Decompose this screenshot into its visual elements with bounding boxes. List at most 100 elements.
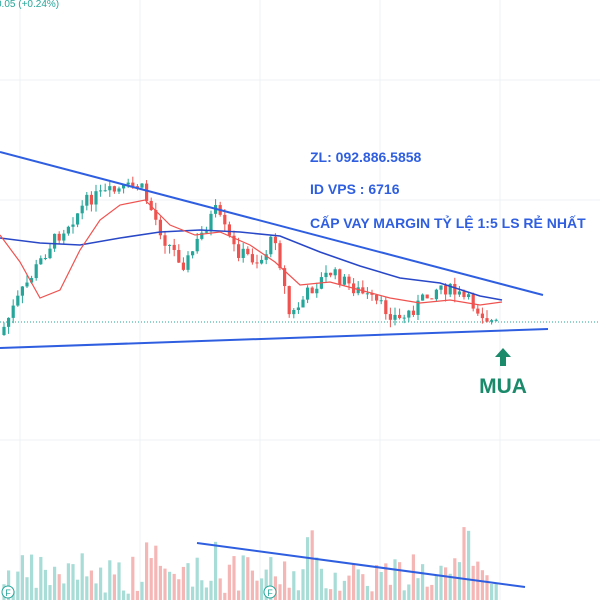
candle-body <box>154 210 158 220</box>
volume-bar <box>361 574 365 600</box>
candle-body <box>255 262 259 264</box>
volume-bar <box>444 567 448 600</box>
volume-bar <box>80 553 84 600</box>
volume-bar <box>186 563 190 600</box>
candle-body <box>62 233 66 241</box>
volume-bar <box>241 555 245 600</box>
candle-body <box>85 194 89 206</box>
volume-bar <box>108 560 112 600</box>
candle-body <box>480 313 484 319</box>
volume-bar <box>154 545 158 600</box>
candle-body <box>402 317 406 319</box>
candle-body <box>16 295 20 306</box>
volume-bar <box>439 565 443 600</box>
volume-bar <box>7 570 11 600</box>
volume-bar <box>103 592 107 600</box>
candle-body <box>494 319 498 321</box>
volume-bar <box>232 556 236 600</box>
volume-bar <box>89 570 93 600</box>
volume-bar <box>379 572 383 600</box>
candle-body <box>301 299 305 308</box>
candle-body <box>43 258 47 260</box>
annotation: ZL: 092.886.5858 <box>310 149 422 165</box>
volume-bar <box>145 542 149 600</box>
volume-bar <box>85 576 89 600</box>
volume-bar <box>324 588 328 600</box>
marker-label: F <box>5 588 11 598</box>
volume-bar <box>20 555 24 600</box>
candle-body <box>260 259 264 264</box>
candle-body <box>227 224 231 236</box>
volume-bar <box>430 584 434 600</box>
volume-bar <box>255 580 259 600</box>
candle-body <box>177 249 181 263</box>
candle-body <box>103 190 107 192</box>
volume-bar <box>273 576 277 600</box>
volume-bar <box>94 583 98 600</box>
candle-body <box>439 285 443 290</box>
candle-body <box>2 326 6 335</box>
candle-body <box>204 231 208 233</box>
volume-bar <box>365 585 369 600</box>
candle-body <box>407 310 411 318</box>
volume-bar <box>283 561 287 600</box>
volume-bar <box>99 567 103 600</box>
volume-bar <box>163 568 167 600</box>
ma-long <box>0 229 503 301</box>
trend-line <box>196 542 526 588</box>
volume-bar <box>246 557 250 600</box>
candle-body <box>11 305 15 318</box>
candle-body <box>315 288 319 294</box>
candle-body <box>186 255 190 270</box>
candle-body <box>425 294 429 299</box>
candle-body <box>287 286 291 315</box>
candle-body <box>223 214 227 225</box>
candle-body <box>273 236 277 244</box>
volume-bar <box>214 541 218 600</box>
volume-bar <box>53 566 57 600</box>
candle-body <box>333 269 337 276</box>
volume-bar <box>453 558 457 600</box>
volume-bar <box>342 580 346 600</box>
volume-bar <box>315 557 319 600</box>
candle-body <box>250 254 254 263</box>
candle-body <box>34 264 38 279</box>
volume-bar <box>402 590 406 600</box>
volume-bar <box>425 586 429 600</box>
candle-body <box>163 235 167 246</box>
volume-bar <box>200 580 204 600</box>
candle-body <box>200 232 204 239</box>
candle-body <box>430 298 434 300</box>
candle-body <box>347 276 351 284</box>
candle-body <box>7 317 11 327</box>
volume-bar <box>30 554 34 600</box>
volume-bar <box>250 570 254 600</box>
volume-bar <box>131 556 135 600</box>
volume-bar <box>48 585 52 600</box>
candle-body <box>393 314 397 320</box>
candle-body <box>191 251 195 256</box>
candles <box>2 176 498 336</box>
volume-bar <box>462 527 466 600</box>
candle-body <box>278 243 282 269</box>
candle-body <box>416 300 420 315</box>
volume-bar <box>306 537 310 600</box>
candle-body <box>338 269 342 285</box>
candle-body <box>25 282 29 287</box>
candle-body <box>66 226 70 234</box>
volume-bar <box>264 569 268 600</box>
candle-body <box>122 184 126 189</box>
volume-bar <box>126 593 130 600</box>
candle-body <box>490 320 494 322</box>
volume-bar <box>329 589 333 600</box>
marker <box>1 585 15 599</box>
volume-bar <box>347 575 351 600</box>
candle-body <box>135 186 139 188</box>
candle-body <box>140 183 144 188</box>
candle-body <box>388 314 392 320</box>
volume-bar <box>338 590 342 600</box>
volume-bar <box>181 566 185 600</box>
